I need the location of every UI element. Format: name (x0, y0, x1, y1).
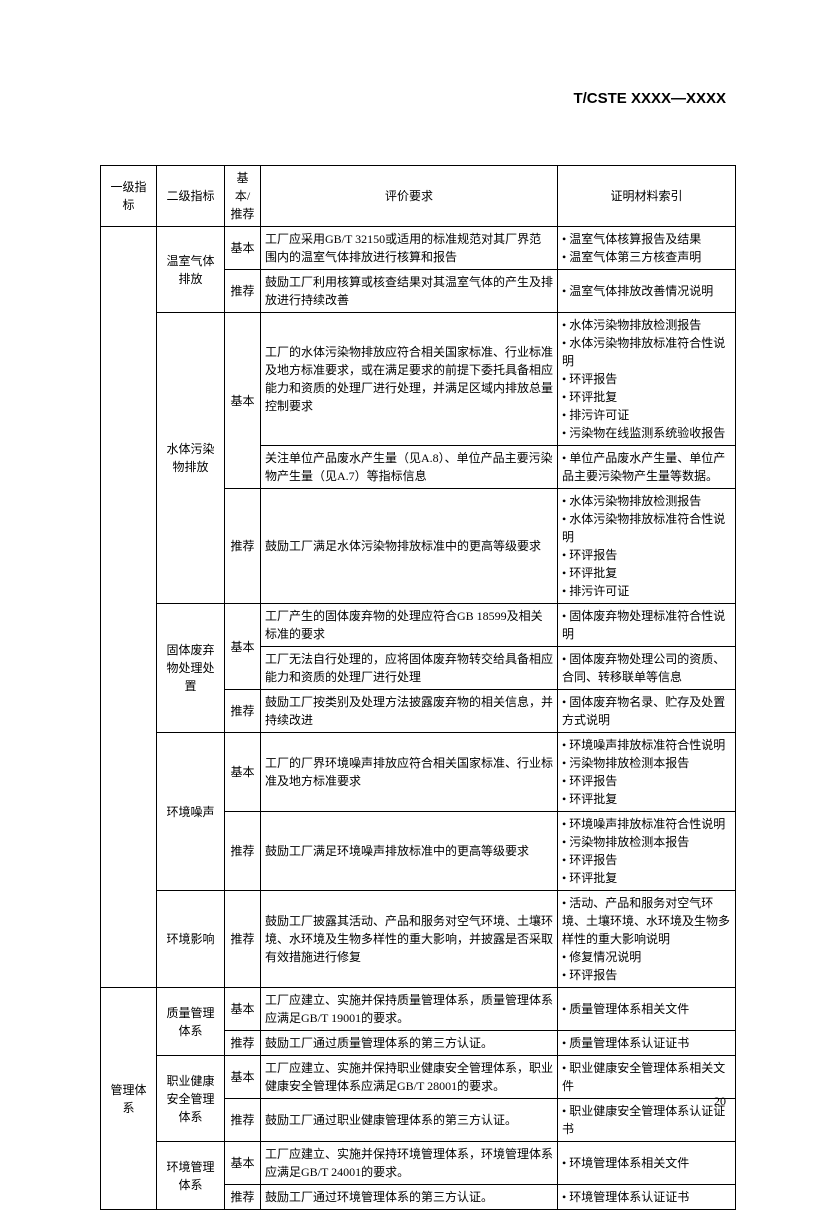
req-cell: 鼓励工厂利用核算或核查结果对其温室气体的产生及排放进行持续改善 (261, 270, 558, 313)
type-cell: 基本 (225, 313, 261, 489)
req-cell: 工厂产生的固体废弃物的处理应符合GB 18599及相关标准的要求 (261, 604, 558, 647)
header-evidence: 证明材料索引 (558, 166, 736, 227)
req-cell: 鼓励工厂满足环境噪声排放标准中的更高等级要求 (261, 812, 558, 891)
l2-envimpact: 环境影响 (157, 891, 225, 988)
type-cell: 推荐 (225, 891, 261, 988)
table-row: 水体污染物排放 基本 工厂的水体污染物排放应符合相关国家标准、行业标准及地方标准… (101, 313, 736, 446)
table-header-row: 一级指标 二级指标 基本/推荐 评价要求 证明材料索引 (101, 166, 736, 227)
l2-ohs: 职业健康安全管理体系 (157, 1056, 225, 1142)
evidence-cell: • 环境管理体系认证证书 (558, 1185, 736, 1210)
evidence-cell: • 单位产品废水产生量、单位产品主要污染物产生量等数据。 (558, 446, 736, 489)
type-cell: 推荐 (225, 270, 261, 313)
type-cell: 基本 (225, 604, 261, 690)
req-cell: 工厂应建立、实施并保持环境管理体系，环境管理体系应满足GB/T 24001的要求… (261, 1142, 558, 1185)
req-cell: 工厂应建立、实施并保持质量管理体系，质量管理体系应满足GB/T 19001的要求… (261, 988, 558, 1031)
evidence-cell: • 环境噪声排放标准符合性说明 • 污染物排放检测本报告 • 环评报告 • 环评… (558, 812, 736, 891)
req-cell: 鼓励工厂通过环境管理体系的第三方认证。 (261, 1185, 558, 1210)
req-cell: 关注单位产品废水产生量（见A.8）、单位产品主要污染物产生量（见A.7）等指标信… (261, 446, 558, 489)
page-number: 20 (714, 1094, 726, 1109)
document-header: T/CSTE XXXX—XXXX (573, 90, 726, 107)
main-table-wrapper: 一级指标 二级指标 基本/推荐 评价要求 证明材料索引 温室气体排放 基本 工厂… (100, 165, 735, 1210)
table-row: 固体废弃物处理处置 基本 工厂产生的固体废弃物的处理应符合GB 18599及相关… (101, 604, 736, 647)
l1-mgmt: 管理体系 (101, 988, 157, 1210)
evidence-cell: • 职业健康安全管理体系相关文件 (558, 1056, 736, 1099)
req-cell: 工厂应建立、实施并保持职业健康安全管理体系，职业健康安全管理体系应满足GB/T … (261, 1056, 558, 1099)
table-row: 环境影响 推荐 鼓励工厂披露其活动、产品和服务对空气环境、土壤环境、水环境及生物… (101, 891, 736, 988)
req-cell: 鼓励工厂披露其活动、产品和服务对空气环境、土壤环境、水环境及生物多样性的重大影响… (261, 891, 558, 988)
l2-envmgmt: 环境管理体系 (157, 1142, 225, 1210)
header-type: 基本/推荐 (225, 166, 261, 227)
type-cell: 推荐 (225, 1185, 261, 1210)
evidence-cell: • 环境管理体系相关文件 (558, 1142, 736, 1185)
header-l2: 二级指标 (157, 166, 225, 227)
evidence-cell: • 质量管理体系认证证书 (558, 1031, 736, 1056)
type-cell: 基本 (225, 988, 261, 1031)
type-cell: 基本 (225, 1056, 261, 1099)
type-cell: 基本 (225, 1142, 261, 1185)
l2-noise: 环境噪声 (157, 733, 225, 891)
evidence-cell: • 温室气体核算报告及结果 • 温室气体第三方核查声明 (558, 227, 736, 270)
l2-solid: 固体废弃物处理处置 (157, 604, 225, 733)
evidence-cell: • 质量管理体系相关文件 (558, 988, 736, 1031)
req-cell: 工厂的水体污染物排放应符合相关国家标准、行业标准及地方标准要求，或在满足要求的前… (261, 313, 558, 446)
evidence-cell: • 温室气体排放改善情况说明 (558, 270, 736, 313)
table-row: 管理体系 质量管理体系 基本 工厂应建立、实施并保持质量管理体系，质量管理体系应… (101, 988, 736, 1031)
req-cell: 鼓励工厂通过职业健康管理体系的第三方认证。 (261, 1099, 558, 1142)
evidence-cell: • 职业健康安全管理体系认证证书 (558, 1099, 736, 1142)
header-req: 评价要求 (261, 166, 558, 227)
evidence-cell: • 固体废弃物名录、贮存及处置方式说明 (558, 690, 736, 733)
l2-ghg: 温室气体排放 (157, 227, 225, 313)
type-cell: 推荐 (225, 1099, 261, 1142)
l1-env (101, 227, 157, 988)
req-cell: 鼓励工厂满足水体污染物排放标准中的更高等级要求 (261, 489, 558, 604)
type-cell: 推荐 (225, 690, 261, 733)
type-cell: 推荐 (225, 489, 261, 604)
req-cell: 工厂无法自行处理的，应将固体废弃物转交给具备相应能力和资质的处理厂进行处理 (261, 647, 558, 690)
type-cell: 推荐 (225, 1031, 261, 1056)
evidence-cell: • 活动、产品和服务对空气环境、土壤环境、水环境及生物多样性的重大影响说明 • … (558, 891, 736, 988)
evidence-cell: • 环境噪声排放标准符合性说明 • 污染物排放检测本报告 • 环评报告 • 环评… (558, 733, 736, 812)
req-cell: 鼓励工厂通过质量管理体系的第三方认证。 (261, 1031, 558, 1056)
table-row: 环境噪声 基本 工厂的厂界环境噪声排放应符合相关国家标准、行业标准及地方标准要求… (101, 733, 736, 812)
table-row: 职业健康安全管理体系 基本 工厂应建立、实施并保持职业健康安全管理体系，职业健康… (101, 1056, 736, 1099)
evidence-cell: • 固体废弃物处理标准符合性说明 (558, 604, 736, 647)
evidence-cell: • 固体废弃物处理公司的资质、合同、转移联单等信息 (558, 647, 736, 690)
req-cell: 工厂应采用GB/T 32150或适用的标准规范对其厂界范围内的温室气体排放进行核… (261, 227, 558, 270)
header-l1: 一级指标 (101, 166, 157, 227)
evidence-cell: • 水体污染物排放检测报告 • 水体污染物排放标准符合性说明 • 环评报告 • … (558, 489, 736, 604)
l2-water: 水体污染物排放 (157, 313, 225, 604)
req-cell: 工厂的厂界环境噪声排放应符合相关国家标准、行业标准及地方标准要求 (261, 733, 558, 812)
table-row: 温室气体排放 基本 工厂应采用GB/T 32150或适用的标准规范对其厂界范围内… (101, 227, 736, 270)
table-row: 环境管理体系 基本 工厂应建立、实施并保持环境管理体系，环境管理体系应满足GB/… (101, 1142, 736, 1185)
l2-quality: 质量管理体系 (157, 988, 225, 1056)
evaluation-table: 一级指标 二级指标 基本/推荐 评价要求 证明材料索引 温室气体排放 基本 工厂… (100, 165, 736, 1210)
type-cell: 基本 (225, 227, 261, 270)
evidence-cell: • 水体污染物排放检测报告 • 水体污染物排放标准符合性说明 • 环评报告 • … (558, 313, 736, 446)
type-cell: 推荐 (225, 812, 261, 891)
req-cell: 鼓励工厂按类别及处理方法披露废弃物的相关信息，并持续改进 (261, 690, 558, 733)
type-cell: 基本 (225, 733, 261, 812)
